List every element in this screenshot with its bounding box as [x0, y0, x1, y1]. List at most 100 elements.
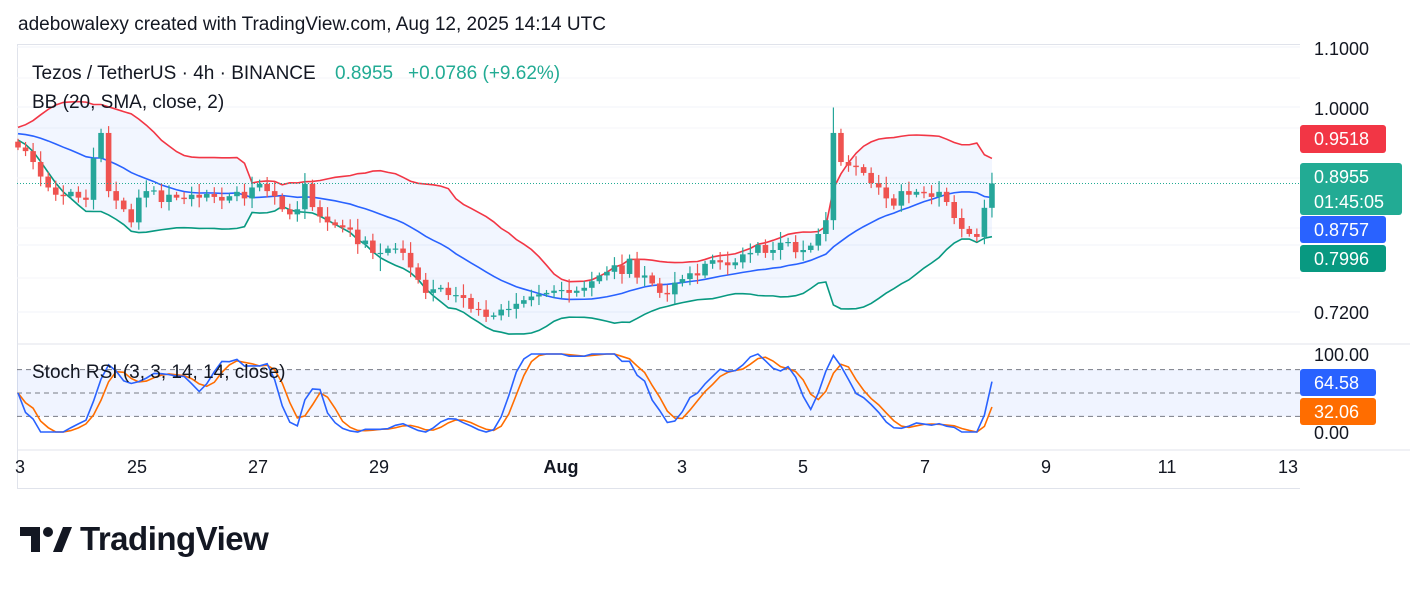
candle[interactable]: [226, 193, 233, 204]
candle[interactable]: [143, 180, 150, 208]
candle[interactable]: [823, 212, 829, 242]
candle[interactable]: [913, 188, 920, 198]
candle[interactable]: [294, 201, 301, 222]
stoch-rsi-label[interactable]: Stoch RSI (3, 3, 14, 14, close): [32, 362, 285, 383]
candle[interactable]: [521, 295, 527, 308]
bb-indicator-label[interactable]: BB (20, SMA, close, 2): [32, 92, 224, 113]
candle[interactable]: [173, 191, 180, 201]
candle[interactable]: [974, 228, 980, 242]
candle[interactable]: [98, 128, 104, 163]
candle[interactable]: [354, 218, 361, 254]
candle[interactable]: [981, 199, 988, 245]
candle[interactable]: [845, 155, 852, 172]
candle[interactable]: [468, 293, 474, 313]
candle[interactable]: [83, 189, 89, 208]
candle[interactable]: [936, 181, 942, 207]
candle[interactable]: [747, 243, 754, 263]
candle[interactable]: [755, 241, 761, 256]
candle[interactable]: [347, 219, 353, 237]
candle[interactable]: [770, 241, 776, 261]
candle[interactable]: [166, 185, 172, 211]
candle[interactable]: [317, 200, 323, 223]
candle[interactable]: [860, 164, 867, 176]
candle[interactable]: [573, 286, 580, 297]
candle[interactable]: [15, 138, 21, 151]
candle[interactable]: [702, 260, 708, 279]
candle[interactable]: [430, 279, 437, 302]
candle[interactable]: [475, 302, 482, 316]
candle[interactable]: [672, 271, 678, 305]
candle[interactable]: [528, 289, 535, 307]
candle[interactable]: [287, 203, 293, 220]
candle[interactable]: [664, 284, 671, 302]
candle[interactable]: [377, 243, 384, 272]
candle[interactable]: [392, 243, 399, 254]
candle[interactable]: [271, 181, 278, 205]
candle[interactable]: [830, 107, 837, 230]
candle[interactable]: [219, 187, 225, 210]
candle[interactable]: [853, 156, 859, 176]
candle[interactable]: [619, 254, 625, 284]
candle[interactable]: [453, 286, 459, 303]
candle[interactable]: [279, 193, 286, 212]
candle[interactable]: [196, 183, 202, 208]
stoch-d-line[interactable]: [17, 353, 993, 433]
candle[interactable]: [762, 239, 769, 258]
candle[interactable]: [422, 272, 429, 300]
candle[interactable]: [641, 265, 648, 287]
candle[interactable]: [551, 285, 557, 298]
candle[interactable]: [241, 183, 248, 206]
candle[interactable]: [536, 284, 542, 306]
candle[interactable]: [415, 263, 421, 284]
candle[interactable]: [604, 266, 610, 281]
candle[interactable]: [483, 300, 489, 322]
candle[interactable]: [445, 282, 452, 301]
candle[interactable]: [732, 258, 739, 270]
candle[interactable]: [906, 181, 912, 204]
candle[interactable]: [951, 195, 957, 225]
candle[interactable]: [370, 233, 376, 260]
candle[interactable]: [203, 189, 210, 202]
candle[interactable]: [256, 179, 263, 192]
candle[interactable]: [777, 231, 784, 260]
candle[interactable]: [626, 254, 633, 278]
candle[interactable]: [611, 257, 618, 280]
candle[interactable]: [188, 186, 195, 207]
candle[interactable]: [460, 284, 467, 308]
candle[interactable]: [60, 185, 67, 205]
candle[interactable]: [181, 192, 187, 205]
candle[interactable]: [807, 242, 814, 253]
candle[interactable]: [740, 247, 746, 269]
candle[interactable]: [128, 203, 135, 228]
candle[interactable]: [724, 251, 731, 275]
candle[interactable]: [249, 176, 255, 209]
candle[interactable]: [75, 186, 82, 203]
candle[interactable]: [581, 280, 588, 297]
candle[interactable]: [838, 128, 844, 166]
candle[interactable]: [566, 279, 572, 303]
candle[interactable]: [989, 172, 995, 218]
candle[interactable]: [966, 226, 973, 237]
tradingview-logo[interactable]: TradingView: [20, 520, 269, 558]
candle[interactable]: [438, 284, 444, 292]
candle[interactable]: [694, 263, 701, 284]
candle[interactable]: [30, 142, 36, 170]
candle[interactable]: [151, 186, 157, 195]
candle[interactable]: [362, 236, 369, 248]
candle[interactable]: [717, 252, 723, 270]
candle[interactable]: [332, 219, 338, 228]
bb-upper-line[interactable]: [17, 100, 993, 283]
candle[interactable]: [90, 147, 97, 210]
candle[interactable]: [158, 183, 165, 209]
candle[interactable]: [234, 186, 240, 202]
symbol-title[interactable]: Tezos / TetherUS · 4h · BINANCE: [32, 63, 316, 84]
candle[interactable]: [120, 197, 127, 212]
candle[interactable]: [875, 174, 882, 195]
candle[interactable]: [649, 272, 655, 287]
candle[interactable]: [800, 240, 806, 261]
candle[interactable]: [513, 293, 520, 319]
candle[interactable]: [709, 254, 716, 269]
candle[interactable]: [898, 184, 905, 212]
candle[interactable]: [339, 219, 346, 233]
